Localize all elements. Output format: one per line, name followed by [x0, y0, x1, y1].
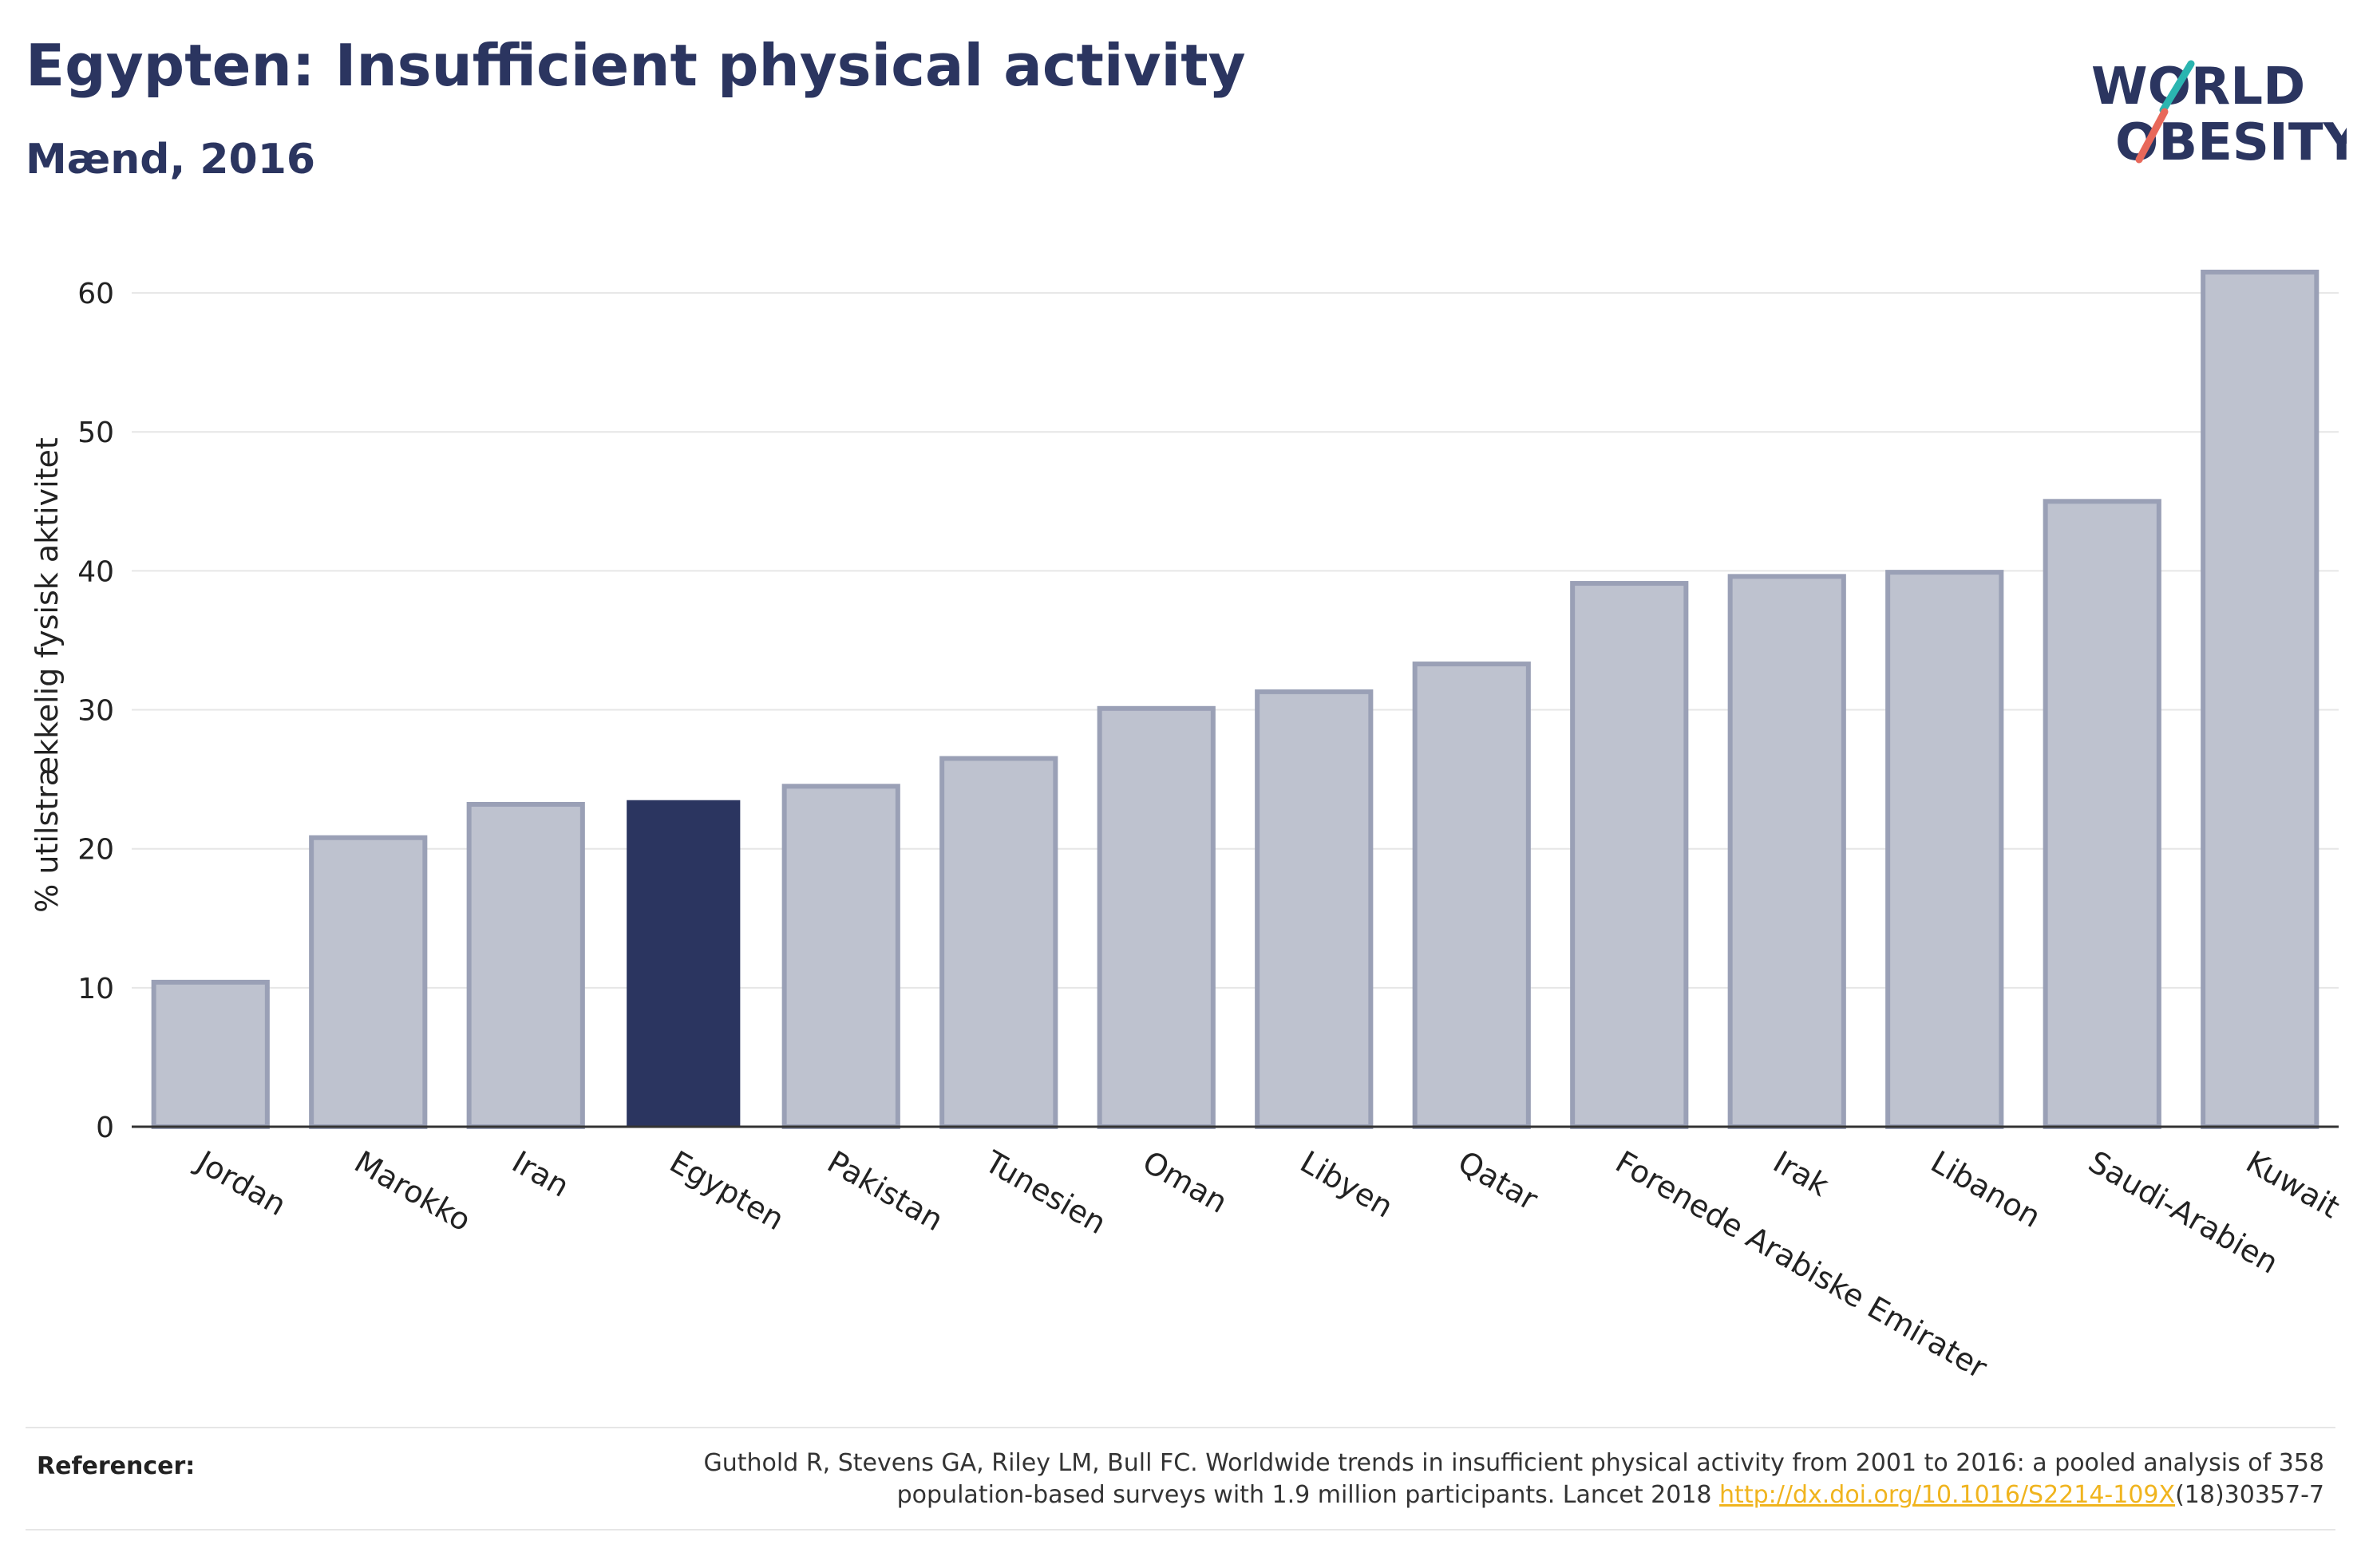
bar-7	[1255, 689, 1374, 1129]
bar-3	[627, 800, 741, 1127]
grid-lines	[132, 292, 2339, 989]
x-tick-label-2: Iran	[506, 1144, 575, 1204]
bar-10	[1727, 574, 1846, 1129]
x-tick-label-6: Oman	[1137, 1144, 1233, 1220]
x-tick-label-8: Qatar	[1452, 1144, 1544, 1218]
y-tick-label-60: 60	[77, 278, 114, 310]
x-tick-label-11: Libanon	[1925, 1144, 2047, 1234]
y-tick-label-30: 30	[77, 695, 114, 728]
bar-11	[1885, 570, 2004, 1129]
x-tick-label-3: Egypten	[664, 1144, 790, 1238]
x-tick-label-5: Tunesien	[979, 1143, 1112, 1241]
x-tick-label-13: Kuwait	[2240, 1144, 2346, 1226]
y-tick-label-0: 0	[96, 1112, 114, 1144]
bar-12	[2043, 499, 2161, 1129]
references-footer: Referencer: Guthold R, Stevens GA, Riley…	[26, 1427, 2335, 1530]
x-tick-label-0: Jordan	[190, 1143, 292, 1223]
x-tick-label-7: Libyen	[1295, 1144, 1399, 1225]
bars	[151, 269, 2319, 1129]
logo-text-world: WORLD	[2091, 57, 2305, 117]
world-obesity-logo: WORLD OBESITY	[2091, 57, 2347, 172]
x-tick-label-1: Marokko	[349, 1144, 477, 1238]
logo-slash-coral-icon	[2135, 108, 2169, 164]
y-tick-label-50: 50	[77, 417, 114, 449]
bar-6	[1097, 705, 1216, 1129]
bar-chart: 0 10 20 30 40 50 60 Jordan Marokko Iran Egypten Pak…	[30, 269, 2346, 1385]
logo-text-obesity: OBESITY	[2115, 113, 2347, 172]
bar-9	[1570, 581, 1689, 1129]
bar-1	[309, 835, 428, 1129]
y-tick-label-10: 10	[77, 973, 114, 1005]
reference-doi-link[interactable]: http://dx.doi.org/10.1016/S2214-109X	[1719, 1481, 2176, 1509]
y-axis-label: % utilstrækkelig fysisk aktivitet	[30, 437, 65, 913]
x-tick-label-4: Pakistan	[821, 1144, 949, 1238]
bar-2	[466, 801, 585, 1129]
bar-0	[151, 979, 270, 1129]
y-tick-label-20: 20	[77, 834, 114, 867]
references-label: Referencer:	[37, 1452, 196, 1480]
bar-4	[781, 784, 900, 1129]
bar-13	[2201, 269, 2319, 1129]
references-text: Guthold R, Stevens GA, Riley LM, Bull FC…	[488, 1448, 2324, 1511]
chart-subtitle: Mænd, 2016	[26, 136, 316, 184]
reference-line-2-end: (18)30357-7	[2175, 1481, 2324, 1509]
logo-slash-teal-icon	[2159, 60, 2195, 114]
bar-5	[939, 756, 1058, 1129]
reference-line-1: Guthold R, Stevens GA, Riley LM, Bull FC…	[703, 1449, 2324, 1477]
chart-title: Egypten: Insufficient physical activity	[26, 32, 1246, 99]
x-tick-label-10: Irak	[1767, 1144, 1834, 1203]
y-tick-label-40: 40	[77, 555, 114, 588]
reference-line-2: population-based surveys with 1.9 millio…	[896, 1481, 1720, 1509]
bar-8	[1412, 662, 1531, 1129]
